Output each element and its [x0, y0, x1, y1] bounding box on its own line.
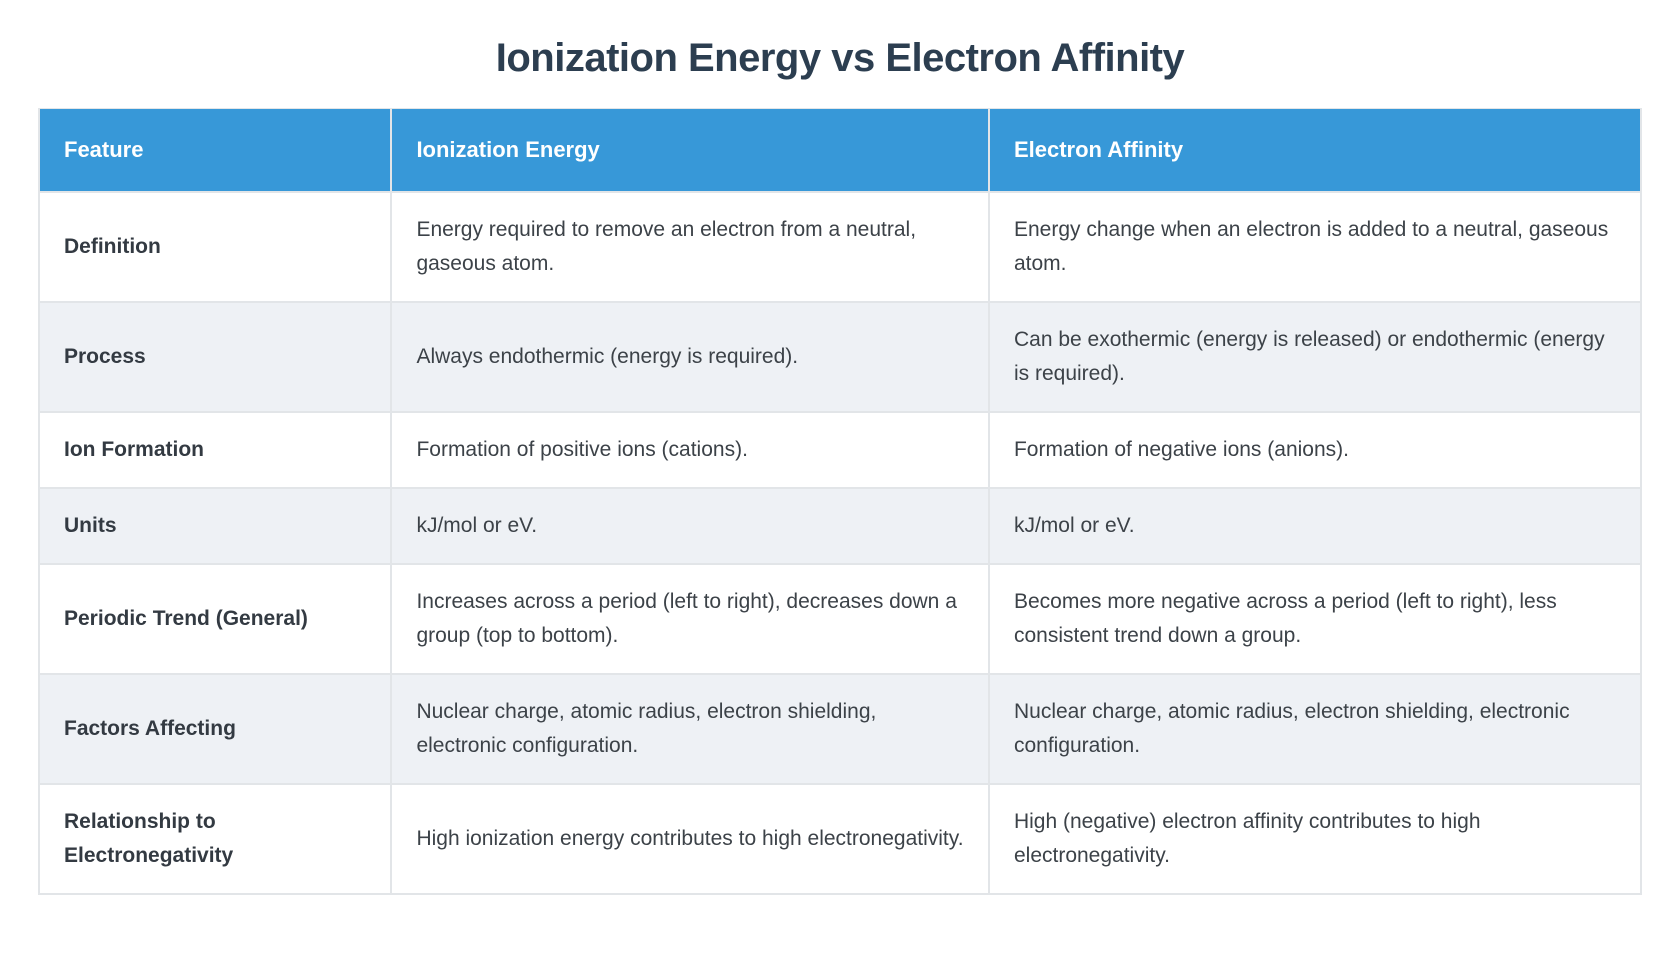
table-row-units: Units kJ/mol or eV. kJ/mol or eV.	[37, 487, 1643, 565]
electron-affinity-cell: Formation of negative ions (anions).	[987, 411, 1643, 489]
page-title: Ionization Energy vs Electron Affinity	[495, 36, 1185, 80]
ionization-energy-cell: Always endothermic (energy is required).	[390, 301, 990, 413]
electron-affinity-cell: Energy change when an electron is added …	[987, 191, 1643, 303]
column-header-ionization-energy: Ionization Energy	[390, 108, 990, 192]
table-row-ion-formation: Ion Formation Formation of positive ions…	[37, 411, 1643, 489]
column-header-electron-affinity: Electron Affinity	[987, 108, 1643, 192]
row-feature-label: Relationship to Electronegativity	[37, 783, 393, 895]
row-feature-label: Units	[37, 487, 393, 565]
ionization-energy-cell: Increases across a period (left to right…	[390, 563, 990, 675]
electron-affinity-cell: kJ/mol or eV.	[987, 487, 1643, 565]
ionization-energy-cell: Nuclear charge, atomic radius, electron …	[390, 673, 990, 785]
table-row-periodic-trend: Periodic Trend (General) Increases acros…	[37, 563, 1643, 675]
table-row-definition: Definition Energy required to remove an …	[37, 191, 1643, 303]
row-feature-label: Periodic Trend (General)	[37, 563, 393, 675]
row-feature-label: Factors Affecting	[37, 673, 393, 785]
header-row: Feature Ionization Energy Electron Affin…	[37, 108, 1643, 192]
electron-affinity-cell: Becomes more negative across a period (l…	[987, 563, 1643, 675]
ionization-energy-cell: Energy required to remove an electron fr…	[390, 191, 990, 303]
comparison-table: Feature Ionization Energy Electron Affin…	[37, 108, 1643, 895]
ionization-energy-cell: High ionization energy contributes to hi…	[390, 783, 990, 895]
row-feature-label: Process	[37, 301, 393, 413]
table-row-factors-affecting: Factors Affecting Nuclear charge, atomic…	[37, 673, 1643, 785]
table-row-relationship-electronegativity: Relationship to Electronegativity High i…	[37, 783, 1643, 895]
page: Ionization Energy vs Electron Affinity F…	[37, 36, 1643, 895]
ionization-energy-cell: Formation of positive ions (cations).	[390, 411, 990, 489]
electron-affinity-cell: Can be exothermic (energy is released) o…	[987, 301, 1643, 413]
column-header-feature: Feature	[37, 108, 393, 192]
electron-affinity-cell: High (negative) electron affinity contri…	[987, 783, 1643, 895]
row-feature-label: Ion Formation	[37, 411, 393, 489]
electron-affinity-cell: Nuclear charge, atomic radius, electron …	[987, 673, 1643, 785]
row-feature-label: Definition	[37, 191, 393, 303]
table-row-process: Process Always endothermic (energy is re…	[37, 301, 1643, 413]
ionization-energy-cell: kJ/mol or eV.	[390, 487, 990, 565]
